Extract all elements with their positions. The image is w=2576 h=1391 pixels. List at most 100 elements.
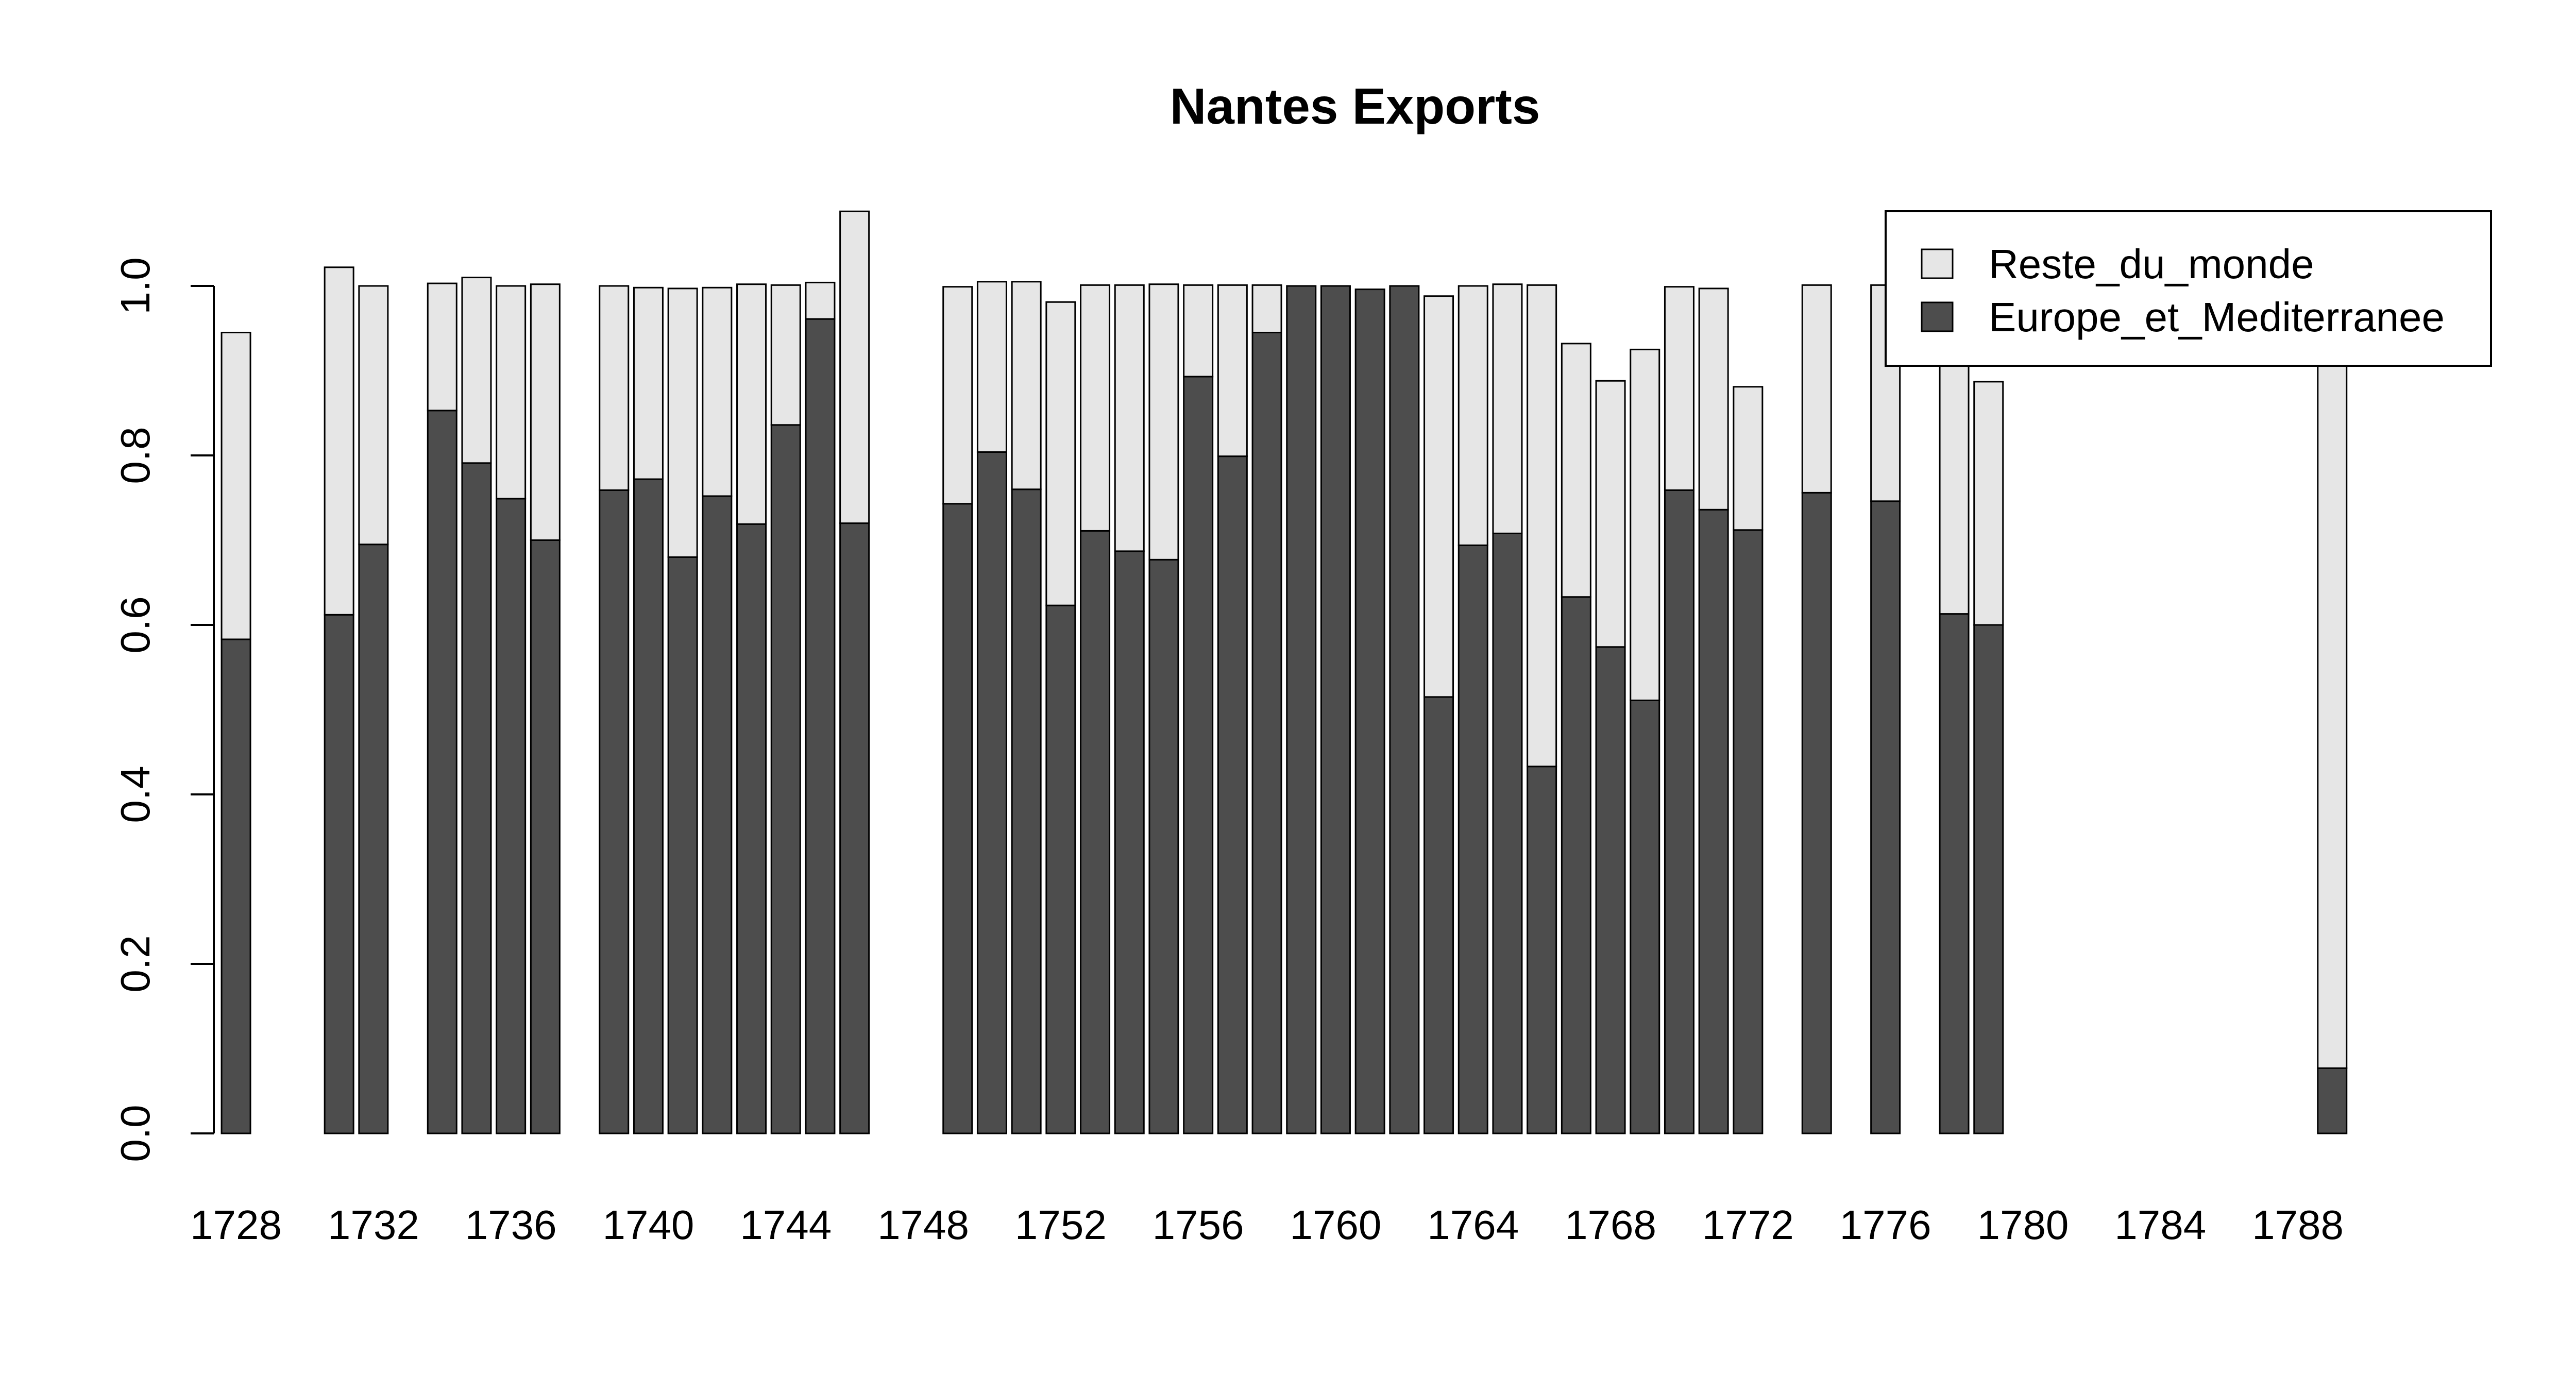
x-tick-label: 1748 [877, 1202, 969, 1248]
bar-reste-1756 [1183, 284, 1214, 378]
bar-reste-1737 [530, 283, 561, 541]
bar-reste-1731 [324, 266, 354, 616]
x-tick-label: 1772 [1702, 1202, 1794, 1248]
bar-reste-1779 [1973, 381, 2004, 626]
x-tick-label: 1784 [2114, 1202, 2206, 1248]
bar-europe-1751 [1011, 488, 1042, 1134]
y-tick-label: 0.6 [112, 596, 158, 653]
bar-europe-1765 [1492, 532, 1523, 1134]
bar-europe-1750 [976, 451, 1007, 1134]
bar-europe-1752 [1045, 604, 1076, 1134]
bar-europe-1774 [1801, 491, 1832, 1134]
bars [221, 210, 2348, 1134]
bar-reste-1728 [221, 331, 251, 640]
bar-reste-1752 [1045, 301, 1076, 606]
bar-reste-1770 [1664, 286, 1694, 491]
bar-reste-1766 [1527, 284, 1557, 768]
chart-title: Nantes Exports [1170, 78, 1540, 134]
bar-europe-1745 [805, 318, 836, 1134]
bar-europe-1766 [1527, 766, 1557, 1134]
x-tick-label: 1768 [1565, 1202, 1656, 1248]
bar-reste-1767 [1561, 343, 1591, 598]
bar-reste-1742 [702, 286, 733, 497]
bar-reste-1735 [461, 277, 492, 464]
bar-europe-1741 [667, 556, 698, 1134]
bar-europe-1771 [1698, 508, 1729, 1134]
bar-europe-1743 [736, 523, 767, 1134]
y-axis: 0.0 0.2 0.4 0.6 0.8 1.0 [112, 257, 215, 1162]
bar-europe-1776 [1870, 500, 1901, 1134]
bar-reste-1755 [1148, 283, 1179, 561]
bar-europe-1736 [496, 498, 527, 1134]
bar-reste-1763 [1423, 295, 1454, 698]
bar-europe-1760 [1320, 285, 1351, 1134]
x-tick-label: 1764 [1427, 1202, 1519, 1248]
bar-europe-1767 [1561, 596, 1591, 1134]
bar-europe-1761 [1354, 289, 1385, 1134]
x-tick-label: 1776 [1840, 1202, 1931, 1248]
legend-box [1885, 210, 2492, 367]
bar-europe-1768 [1595, 646, 1626, 1134]
bar-reste-1746 [839, 210, 870, 524]
bar-europe-1770 [1664, 489, 1694, 1134]
bar-europe-1756 [1183, 376, 1214, 1134]
bar-europe-1734 [427, 410, 457, 1134]
bar-europe-1764 [1458, 544, 1488, 1134]
bar-reste-1757 [1217, 284, 1248, 457]
x-tick-label: 1756 [1153, 1202, 1244, 1248]
bar-europe-1754 [1114, 550, 1145, 1134]
bar-reste-1734 [427, 282, 457, 412]
bar-reste-1751 [1011, 281, 1042, 490]
bar-reste-1768 [1595, 380, 1626, 648]
x-tick-label: 1732 [328, 1202, 419, 1248]
bar-europe-1779 [1973, 624, 2004, 1134]
legend: Reste_du_monde Europe_et_Mediterranee [1885, 210, 2492, 367]
bar-reste-1750 [976, 281, 1007, 453]
bar-reste-1736 [496, 285, 527, 500]
bar-europe-1749 [942, 503, 973, 1134]
bar-europe-1789 [2317, 1067, 2348, 1134]
x-tick-label: 1744 [740, 1202, 832, 1248]
bar-reste-1758 [1251, 284, 1282, 333]
bar-europe-1746 [839, 522, 870, 1134]
x-tick-label: 1752 [1015, 1202, 1107, 1248]
bar-europe-1758 [1251, 331, 1282, 1134]
bar-europe-1759 [1286, 285, 1317, 1134]
bar-reste-1764 [1458, 285, 1488, 546]
y-tick-label: 0.0 [112, 1105, 158, 1162]
bar-reste-1754 [1114, 284, 1145, 552]
legend-label: Reste_du_monde [1989, 241, 2314, 287]
bar-reste-1745 [805, 281, 836, 320]
bar-reste-1753 [1080, 284, 1111, 532]
bar-reste-1740 [633, 286, 664, 480]
legend-swatch [1921, 301, 1954, 332]
bar-europe-1755 [1148, 558, 1179, 1134]
bar-europe-1728 [221, 638, 251, 1134]
x-tick-label: 1736 [465, 1202, 557, 1248]
x-tick-label: 1728 [190, 1202, 282, 1248]
bar-reste-1772 [1733, 386, 1764, 531]
bar-reste-1732 [358, 285, 389, 546]
bar-reste-1749 [942, 286, 973, 505]
bar-europe-1744 [770, 424, 801, 1134]
legend-swatch [1921, 248, 1954, 279]
bar-europe-1731 [324, 614, 354, 1134]
x-tick-label: 1788 [2252, 1202, 2344, 1248]
bar-reste-1769 [1630, 348, 1660, 701]
x-tick-label: 1760 [1290, 1202, 1381, 1248]
x-tick-label: 1780 [1977, 1202, 2069, 1248]
x-axis: 1728 1732 1736 1740 1744 1748 1752 1756 1760 1764… [190, 1202, 2344, 1248]
bar-reste-1765 [1492, 283, 1523, 534]
y-tick-label: 0.2 [112, 935, 158, 992]
x-tick-label: 1740 [602, 1202, 694, 1248]
y-tick-label: 0.8 [112, 427, 158, 484]
bar-europe-1739 [599, 489, 630, 1134]
bar-reste-1744 [770, 284, 801, 426]
bar-europe-1763 [1423, 696, 1454, 1134]
bar-reste-1743 [736, 283, 767, 525]
bar-europe-1757 [1217, 455, 1248, 1134]
bar-europe-1732 [358, 544, 389, 1134]
bar-reste-1739 [599, 285, 630, 491]
bar-reste-1774 [1801, 284, 1832, 494]
